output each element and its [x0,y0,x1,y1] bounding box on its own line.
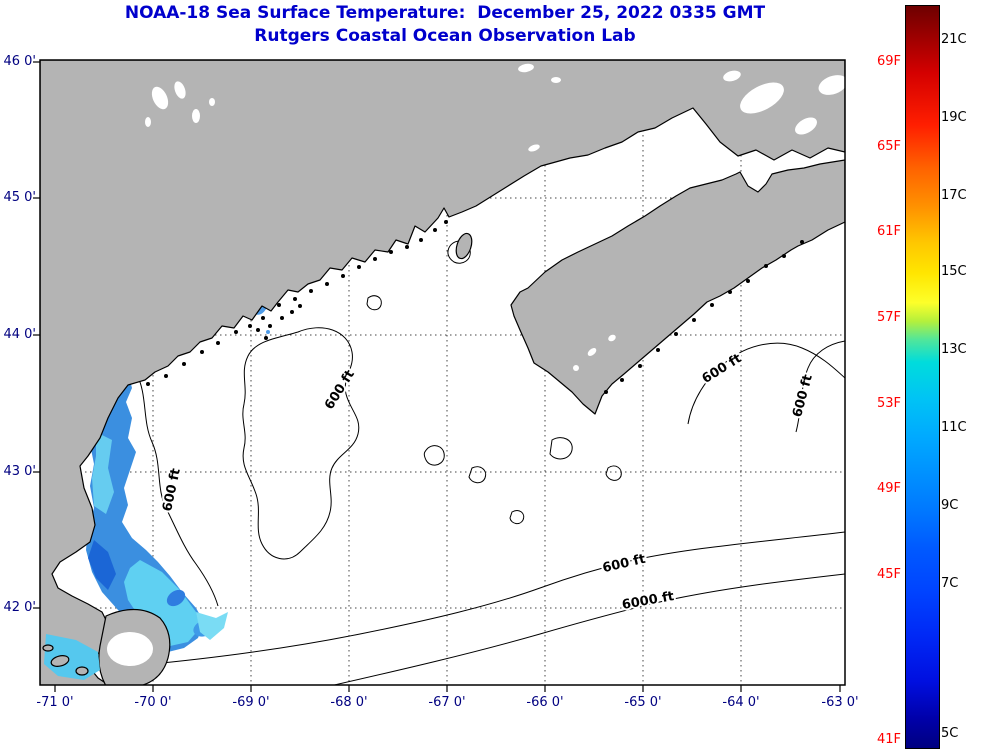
colorbar-celsius-label: 19C [941,110,967,125]
colorbar-fahrenheit-label: 61F [876,224,901,239]
x-axis-tick-label: -68 0' [330,695,368,710]
y-axis-tick-label: 46 0' [3,54,36,69]
y-axis-tick-label: 43 0' [3,464,36,479]
x-axis-tick-label: -63 0' [821,695,859,710]
bathymetry-contours [109,240,845,685]
x-axis-tick-label: -64 0' [722,695,760,710]
colorbar-fahrenheit-label: 57F [876,310,901,325]
y-axis-tick-label: 45 0' [3,190,36,205]
x-axis-tick-label: -70 0' [134,695,172,710]
axis-tick-marks [33,61,841,692]
colorbar-celsius-label: 21C [941,32,967,47]
land-mainland-northeast [40,60,845,685]
x-axis-tick-label: -71 0' [36,695,74,710]
x-axis-tick-label: -65 0' [624,695,662,710]
y-axis-tick-label: 42 0' [3,600,36,615]
colorbar-celsius-label: 7C [941,576,959,591]
colorbar-celsius-label: 5C [941,726,959,741]
colorbar-celsius-label: 11C [941,420,967,435]
coastal-islands [146,220,804,394]
x-axis-tick-label: -66 0' [526,695,564,710]
colorbar-celsius-label: 13C [941,342,967,357]
y-axis-tick-label: 44 0' [3,327,36,342]
island-grand-manan [455,232,473,260]
page-subtitle: Rutgers Coastal Ocean Observation Lab [254,26,636,46]
colorbar-fahrenheit-label: 41F [876,732,901,747]
land-cape-cod [98,608,171,685]
page-title: NOAA-18 Sea Surface Temperature: Decembe… [124,3,766,23]
colorbar-celsius-label: 15C [941,264,967,279]
colorbar-fahrenheit-label: 49F [876,481,901,496]
colorbar-fahrenheit-label: 69F [876,54,901,69]
colorbar-fahrenheit-label: 65F [876,139,901,154]
x-axis-tick-label: -67 0' [428,695,466,710]
colorbar-celsius-label: 9C [941,498,959,513]
temperature-colorbar [905,5,940,749]
x-axis-tick-label: -69 0' [232,695,270,710]
sst-bottom-left-patch [42,634,100,680]
colorbar-fahrenheit-label: 45F [876,567,901,582]
colorbar-celsius-label: 17C [941,188,967,203]
inland-lakes [145,63,845,371]
map-frame [39,59,846,686]
colorbar-fahrenheit-label: 53F [876,396,901,411]
